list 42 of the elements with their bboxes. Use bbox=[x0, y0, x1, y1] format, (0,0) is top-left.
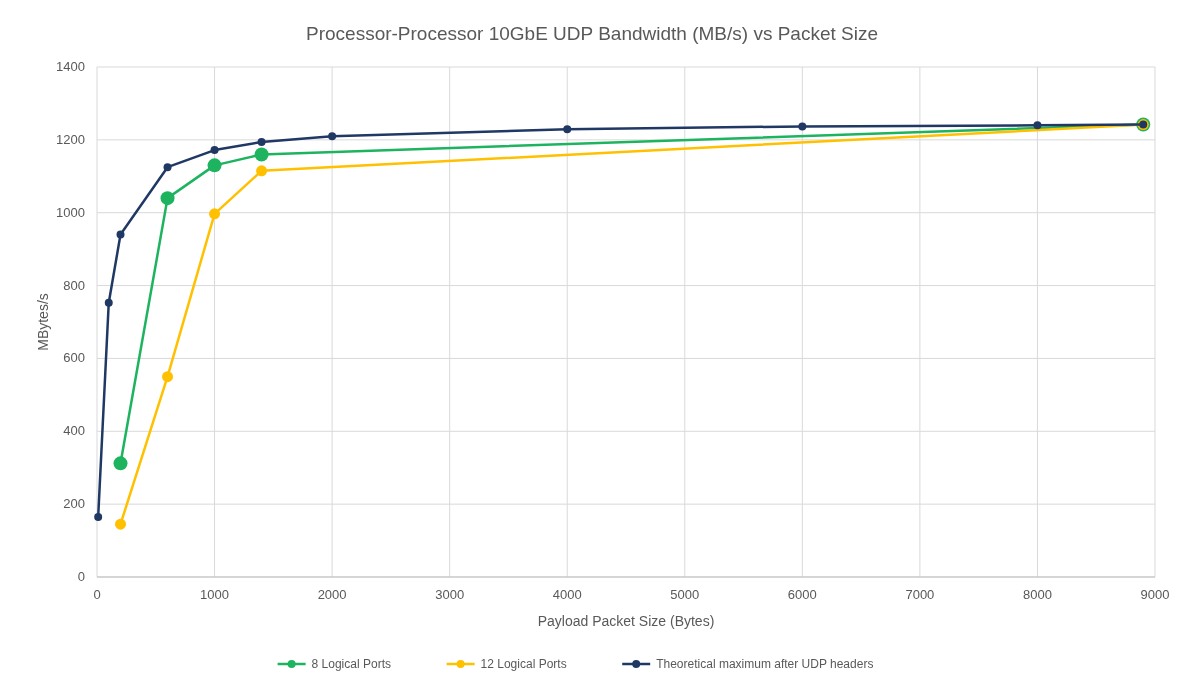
point bbox=[1033, 121, 1042, 130]
point bbox=[209, 208, 221, 220]
point bbox=[94, 512, 103, 521]
y-tick-label: 1000 bbox=[56, 204, 85, 220]
legend-label: 8 Logical Ports bbox=[311, 657, 391, 671]
x-tick-label: 9000 bbox=[1140, 587, 1170, 602]
point bbox=[328, 132, 337, 141]
x-tick-label: 8000 bbox=[1022, 587, 1052, 602]
x-tick-label: 7000 bbox=[905, 587, 935, 602]
point bbox=[210, 146, 219, 155]
point bbox=[115, 518, 127, 530]
y-tick-label: 1400 bbox=[56, 59, 85, 74]
x-tick-label: 5000 bbox=[670, 587, 700, 602]
legend-label: 12 Logical Ports bbox=[480, 657, 567, 671]
point bbox=[116, 230, 125, 239]
y-tick-label: 1200 bbox=[56, 131, 85, 147]
x-axis-title: Payload Packet Size (Bytes) bbox=[537, 613, 715, 629]
point bbox=[163, 163, 172, 172]
x-tick-label: 0 bbox=[93, 587, 101, 602]
point bbox=[257, 138, 266, 147]
chart-title: Processor-Processor 10GbE UDP Bandwidth (MB/s) vs Packet Size bbox=[306, 23, 878, 44]
point bbox=[207, 158, 222, 173]
y-axis-title: MBytes/s bbox=[35, 293, 51, 351]
y-tick-label: 600 bbox=[63, 350, 85, 366]
point bbox=[254, 147, 269, 162]
x-tick-label: 4000 bbox=[552, 587, 582, 602]
x-tick-label: 2000 bbox=[317, 587, 347, 602]
point bbox=[113, 456, 128, 471]
point bbox=[104, 298, 113, 307]
legend-label: Theoretical maximum after UDP headers bbox=[656, 657, 874, 671]
x-tick-label: 1000 bbox=[200, 587, 230, 602]
point bbox=[162, 371, 174, 383]
y-tick-label: 200 bbox=[63, 496, 85, 512]
x-tick-label: 6000 bbox=[787, 587, 817, 602]
x-tick-label: 3000 bbox=[435, 587, 465, 602]
y-tick-label: 0 bbox=[77, 569, 85, 584]
point bbox=[256, 165, 268, 177]
point bbox=[160, 191, 175, 206]
point bbox=[563, 125, 572, 134]
y-tick-label: 400 bbox=[63, 423, 85, 439]
point bbox=[798, 122, 807, 131]
y-tick-label: 800 bbox=[63, 277, 85, 293]
